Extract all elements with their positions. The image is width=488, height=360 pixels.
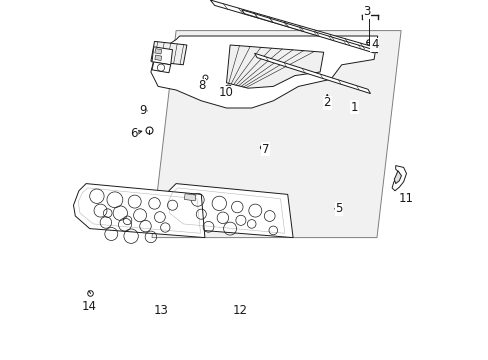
Polygon shape xyxy=(151,41,186,65)
Text: 10: 10 xyxy=(219,86,233,99)
Polygon shape xyxy=(226,45,323,88)
Text: 8: 8 xyxy=(198,79,205,92)
Polygon shape xyxy=(184,194,196,201)
Text: 14: 14 xyxy=(81,300,96,313)
Polygon shape xyxy=(152,47,172,65)
Text: 6: 6 xyxy=(130,127,137,140)
Text: 2: 2 xyxy=(323,96,330,109)
Polygon shape xyxy=(155,49,162,54)
Text: 4: 4 xyxy=(370,39,378,51)
Polygon shape xyxy=(73,184,204,238)
Text: 12: 12 xyxy=(232,304,247,317)
Text: 5: 5 xyxy=(334,202,342,215)
Polygon shape xyxy=(241,10,373,53)
Polygon shape xyxy=(155,55,162,60)
Text: 13: 13 xyxy=(153,304,168,317)
Polygon shape xyxy=(391,166,406,191)
Text: 11: 11 xyxy=(398,192,413,205)
Text: 7: 7 xyxy=(261,143,268,156)
Polygon shape xyxy=(152,62,170,73)
Text: 3: 3 xyxy=(363,5,370,18)
Polygon shape xyxy=(151,36,377,108)
Text: 1: 1 xyxy=(350,101,357,114)
Text: 9: 9 xyxy=(139,104,146,117)
Polygon shape xyxy=(210,0,377,53)
Polygon shape xyxy=(254,53,370,94)
Polygon shape xyxy=(163,184,292,238)
Polygon shape xyxy=(393,171,401,184)
Polygon shape xyxy=(152,31,400,238)
